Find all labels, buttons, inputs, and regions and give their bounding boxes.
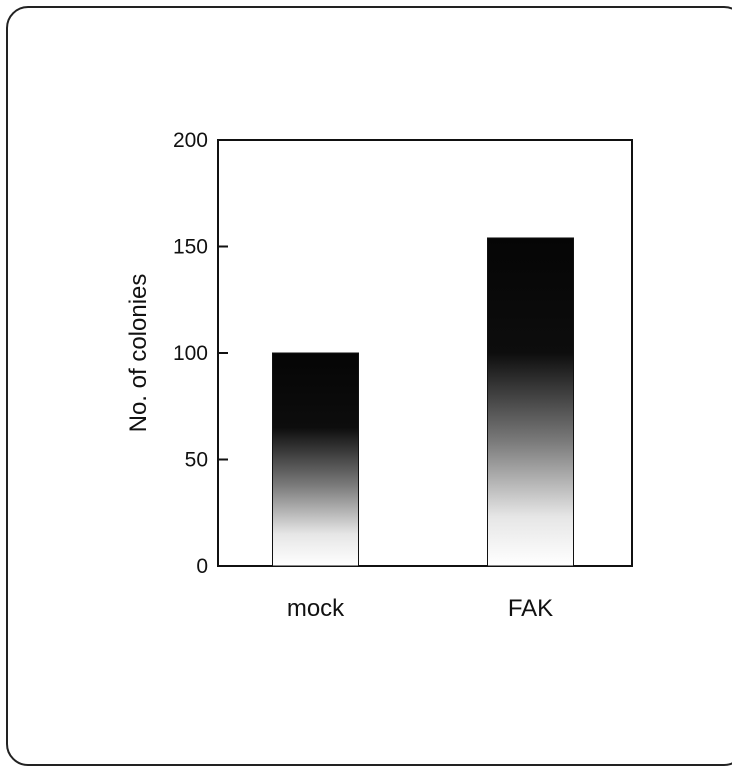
x-axis-labels: mock FAK: [287, 595, 553, 622]
bar-chart: 0 50 100 150 200 mock FAK No. of colonies: [125, 129, 633, 622]
x-category-label: FAK: [508, 595, 553, 622]
bar-fak: [487, 237, 574, 567]
y-tick-label: 50: [185, 449, 208, 472]
y-axis-title: No. of colonies: [125, 274, 152, 433]
bars: [272, 237, 574, 567]
y-tick-label: 100: [173, 342, 208, 365]
bar-mock: [272, 352, 359, 567]
x-category-label: mock: [287, 595, 345, 622]
y-tick-label: 0: [196, 555, 208, 578]
y-axis-ticks: 0 50 100 150 200: [173, 129, 228, 578]
y-tick-label: 200: [173, 129, 208, 152]
y-tick-label: 150: [173, 236, 208, 259]
